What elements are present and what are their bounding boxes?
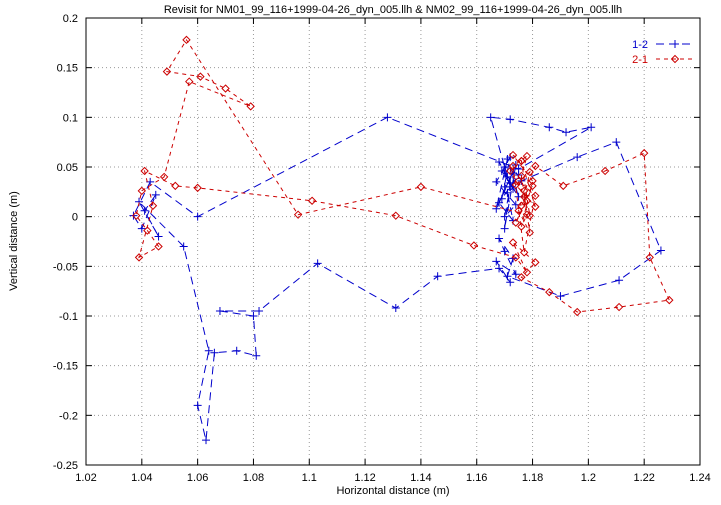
x-tick-label: 1.02 — [75, 472, 96, 484]
x-tick-label: 1.06 — [187, 472, 208, 484]
x-tick-label: 1.16 — [466, 472, 487, 484]
y-tick-label: -0.05 — [53, 261, 78, 273]
y-tick-label: 0.1 — [63, 112, 78, 124]
x-tick-label: 1.22 — [633, 472, 654, 484]
legend-label: 1-2 — [632, 39, 648, 51]
x-tick-label: 1.2 — [581, 472, 596, 484]
legend-label: 2-1 — [632, 54, 648, 66]
x-tick-label: 1.18 — [522, 472, 543, 484]
series-markers — [129, 113, 665, 445]
x-tick-label: 1.14 — [410, 472, 431, 484]
y-tick-label: 0 — [72, 212, 78, 224]
series-1-2 — [129, 113, 665, 445]
legend: 1-22-1 — [632, 39, 694, 66]
y-tick-label: 0.2 — [63, 13, 78, 25]
plot-border — [85, 17, 701, 466]
x-axis-label: Horizontal distance (m) — [336, 485, 450, 497]
tick-labels: 1.02 1.04 1.06 1.08 1.1 1.12 1.14 1.16 1.18 1.2 1.… — [53, 13, 711, 484]
tick-marks — [85, 17, 701, 466]
x-tick-label: 1.12 — [354, 472, 375, 484]
series-line — [132, 116, 662, 441]
y-tick-label: -0.15 — [53, 361, 78, 373]
y-tick-label: -0.2 — [59, 410, 78, 422]
y-tick-label: -0.25 — [53, 460, 78, 472]
x-tick-label: 1.08 — [243, 472, 264, 484]
x-tick-label: 1.04 — [131, 472, 152, 484]
series-2-1 — [132, 35, 674, 317]
series-line — [135, 38, 671, 313]
chart-title: Revisit for NM01_99_116+1999-04-26_dyn_0… — [163, 4, 623, 16]
x-tick-label: 1.1 — [302, 472, 317, 484]
y-tick-label: -0.1 — [59, 311, 78, 323]
y-tick-label: 0.05 — [57, 162, 78, 174]
series-markers — [132, 35, 674, 317]
x-tick-label: 1.24 — [689, 472, 710, 484]
y-tick-label: 0.15 — [57, 63, 78, 75]
